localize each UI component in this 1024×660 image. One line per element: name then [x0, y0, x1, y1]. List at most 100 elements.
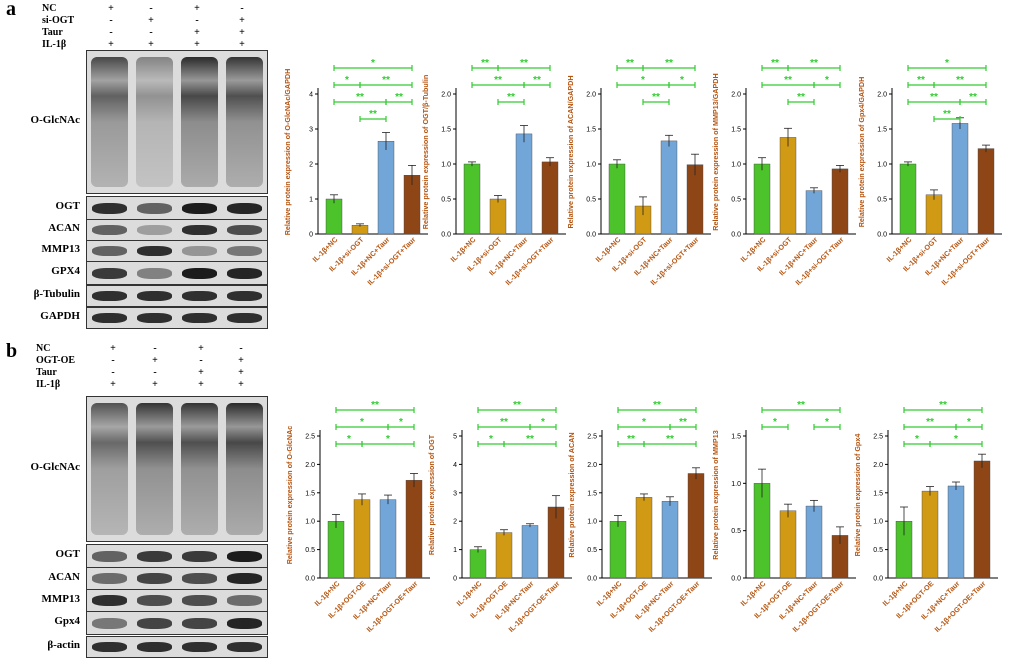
bar-chart-gpx4: Relative protein expression of Gpx4 0.0 0.…	[853, 400, 998, 634]
blot-strip	[86, 589, 268, 612]
blot-band	[227, 225, 262, 235]
bar	[327, 520, 345, 579]
condition-sign: +	[110, 343, 116, 354]
x-tick-label: IL-1β+OGT-OE+Taur	[791, 579, 846, 634]
y-tick-label: 0	[309, 232, 313, 239]
blot-band	[92, 202, 127, 214]
y-axis-label: Relative protein expression of Gpx4/GAPD…	[857, 77, 866, 228]
sig-label: **	[371, 400, 379, 411]
condition-label: IL-1β	[42, 39, 67, 50]
sig-label: **	[666, 434, 674, 445]
condition-label: si-OGT	[42, 15, 75, 26]
y-axis-label: Relative protein expression of ACAN	[567, 432, 576, 557]
sig-label: **	[653, 400, 661, 411]
condition-sign: +	[239, 27, 245, 38]
condition-sign: +	[198, 343, 204, 354]
y-tick-label: 1.5	[586, 127, 596, 134]
blot-band	[182, 573, 217, 584]
y-tick-label: 2.0	[873, 462, 883, 469]
y-axis-label: Relative protein expression of MMP13/GAP…	[711, 73, 720, 230]
x-tick-label: IL-1β+si-OGT+Taur	[793, 235, 845, 287]
blot-band	[227, 595, 262, 606]
bar	[831, 168, 849, 235]
y-tick-label: 1.0	[587, 519, 597, 526]
bar	[377, 141, 395, 235]
condition-sign: +	[110, 379, 116, 390]
sig-label: **	[939, 400, 947, 411]
bar	[753, 163, 771, 235]
blot-band	[137, 642, 172, 652]
y-tick-label: 1.5	[877, 127, 887, 134]
blot-band	[227, 267, 262, 279]
sig-label: **	[395, 92, 403, 103]
sig-label: **	[533, 75, 541, 86]
y-tick-label: 1	[309, 197, 313, 204]
blot-band	[182, 617, 217, 629]
y-tick-label: 4	[309, 92, 313, 99]
blot-lane-smear	[181, 403, 218, 535]
blot-strip	[86, 567, 268, 590]
blot-lane-smear	[91, 403, 128, 535]
bar	[899, 163, 917, 235]
sig-label: *	[954, 434, 958, 445]
sig-label: **	[930, 92, 938, 103]
condition-sign: +	[194, 27, 200, 38]
bar	[609, 520, 627, 579]
bar	[515, 133, 533, 235]
condition-sign: +	[238, 367, 244, 378]
condition-sign: -	[109, 15, 113, 26]
y-tick-label: 2.0	[731, 92, 741, 99]
blot-band	[137, 225, 172, 235]
sig-label: **	[513, 400, 521, 411]
condition-sign: +	[198, 379, 204, 390]
blot-band-label: O-GlcNAc	[30, 461, 80, 473]
bar-chart-acan-gapdh: Relative protein expression of ACAN/GAPD…	[566, 58, 711, 287]
blot-band-label: Gpx4	[54, 615, 80, 627]
blot-strip	[86, 544, 268, 568]
sig-label: **	[679, 417, 687, 428]
blot-strip	[86, 611, 268, 635]
x-tick-label: IL-1β+si-OGT+Taur	[365, 235, 417, 287]
blot-band	[92, 595, 127, 606]
sig-label: **	[369, 109, 377, 120]
x-tick-label: IL-1β+si-OGT+Taur	[648, 235, 700, 287]
blot-band	[137, 573, 172, 584]
sig-label: *	[360, 417, 364, 428]
sig-label: **	[652, 92, 660, 103]
blot-lane-smear	[136, 57, 173, 187]
y-tick-label: 0.5	[305, 547, 315, 554]
bar	[325, 198, 343, 235]
y-tick-label: 0.5	[873, 547, 883, 554]
blot-band	[92, 550, 127, 562]
condition-label: Taur	[36, 367, 57, 378]
condition-sign: +	[108, 3, 114, 14]
blot-band-label: ACAN	[48, 222, 80, 234]
blot-band	[92, 225, 127, 235]
sig-label: **	[926, 417, 934, 428]
y-tick-label: 1.0	[877, 162, 887, 169]
condition-sign: -	[153, 367, 157, 378]
sig-label: *	[967, 417, 971, 428]
y-tick-label: 2.0	[587, 462, 597, 469]
bar	[635, 497, 653, 579]
blot-band	[182, 267, 217, 279]
blot-band	[227, 291, 262, 301]
condition-sign: -	[149, 3, 153, 14]
sig-label: *	[825, 417, 829, 428]
bar	[921, 490, 939, 579]
blot-band	[227, 642, 262, 652]
blot-band	[227, 573, 262, 584]
blot-lane-smear	[226, 403, 263, 535]
blot-band-label: β-actin	[47, 639, 80, 651]
sig-label: **	[917, 75, 925, 86]
y-tick-label: 0.5	[587, 547, 597, 554]
bar	[608, 163, 626, 235]
blot-strip	[86, 50, 268, 194]
condition-sign: +	[239, 39, 245, 50]
blot-band	[137, 291, 172, 301]
bar-chart-ogclnac: Relative protein expression of O-GlcNAc 0…	[285, 400, 430, 634]
bar	[947, 485, 965, 579]
blot-band-label: GAPDH	[40, 310, 80, 322]
sig-label: *	[386, 434, 390, 445]
sig-label: **	[507, 92, 515, 103]
